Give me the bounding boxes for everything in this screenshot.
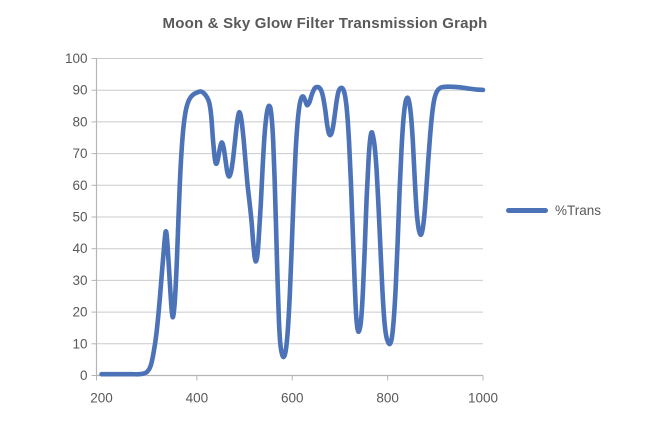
series-line [99,84,486,377]
y-axis-label: 10 [72,336,87,351]
x-axis-label: 200 [90,391,113,406]
x-axis-label: 1000 [468,391,498,406]
y-axis-label: 80 [72,114,87,129]
x-axis-label: 800 [376,391,399,406]
legend-line-swatch [506,207,548,213]
y-axis-label: 40 [72,241,87,256]
x-axis-label: 600 [281,391,304,406]
y-axis-label: 50 [72,210,87,225]
y-axis-label: 0 [80,368,88,383]
chart-title: Moon & Sky Glow Filter Transmission Grap… [162,15,488,32]
y-axis-label: 20 [72,305,87,320]
y-axis-label: 60 [72,178,87,193]
y-axis-label: 100 [65,51,88,66]
y-axis-label: 70 [72,146,87,161]
legend: %Trans [506,201,601,219]
y-axis-label: 90 [72,83,87,98]
legend-label: %Trans [555,202,602,218]
y-axis-label: 30 [72,273,87,288]
x-axis-label: 400 [186,391,209,406]
